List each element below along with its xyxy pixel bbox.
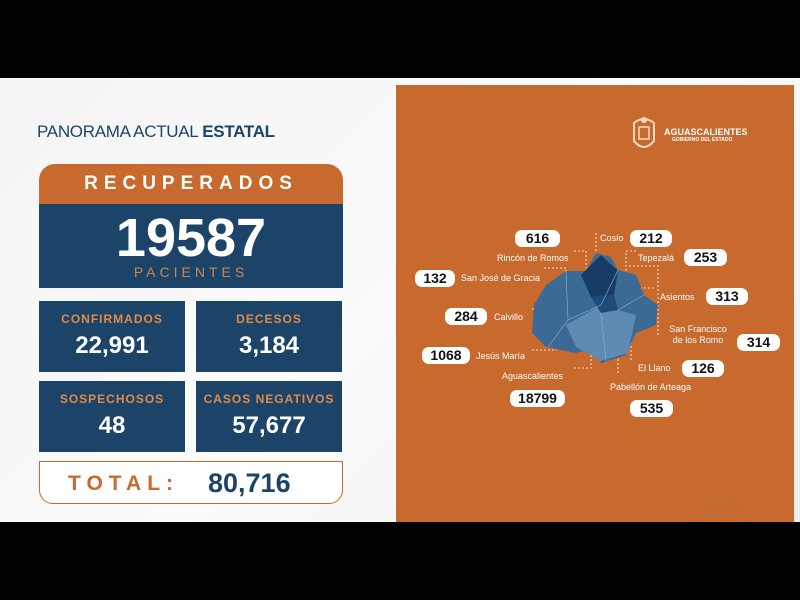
total-label: TOTAL: xyxy=(68,472,180,495)
stat-value: 57,677 xyxy=(232,412,306,439)
municipio-name: Pabellón de Arteaga xyxy=(610,382,692,392)
municipio-name: Jesús María xyxy=(476,351,526,361)
page-title: PANORAMA ACTUAL ESTATAL xyxy=(37,122,275,142)
municipio-value: 18799 xyxy=(510,390,565,407)
stat-label: SOSPECHOSOS xyxy=(59,392,165,406)
leader-lines xyxy=(532,233,659,373)
logo-subtitle: GOBIERNO DEL ESTADO xyxy=(672,137,733,143)
state-map xyxy=(532,233,659,373)
stat-sospechosos: SOSPECHOSOS 48 xyxy=(39,381,185,452)
logo-name: AGUASCALIENTES xyxy=(664,127,748,137)
municipio-value: 1068 xyxy=(422,347,470,364)
map-panel: AGUASCALIENTES GOBIERNO DEL ESTADO 616 Ri… xyxy=(396,85,794,522)
stat-casos-negativos: CASOS NEGATIVOS 57,677 xyxy=(196,381,342,452)
title-regular: PANORAMA ACTUAL xyxy=(37,122,203,141)
stat-decesos: DECESOS 3,184 xyxy=(196,301,342,372)
municipio-value: 126 xyxy=(682,360,724,377)
municipio-value: 284 xyxy=(445,308,487,325)
stat-label: CONFIRMADOS xyxy=(61,312,163,326)
stat-confirmados: CONFIRMADOS 22,991 xyxy=(39,301,185,372)
stat-label: DECESOS xyxy=(236,312,302,326)
municipio-name: San José de Gracia xyxy=(461,273,541,283)
municipio-value: 253 xyxy=(684,249,727,266)
municipio-value: 132 xyxy=(415,270,455,287)
municipio-name: Rincón de Romos xyxy=(497,253,569,263)
stat-value: 48 xyxy=(98,412,126,439)
municipio-name: San Francisco de los Romo xyxy=(669,324,727,345)
municipio-name: Cosío xyxy=(600,233,624,243)
recuperados-unit: PACIENTES xyxy=(133,264,249,280)
municipio-value: 314 xyxy=(737,334,780,351)
municipio-value: 616 xyxy=(515,230,560,247)
stat-value: 3,184 xyxy=(238,332,300,359)
recuperados-card: 19587 PACIENTES xyxy=(39,204,343,288)
total-box: TOTAL: 80,716 xyxy=(39,461,343,504)
title-bold: ESTATAL xyxy=(202,122,275,141)
municipio-name: Aguascalientes xyxy=(502,371,564,381)
recuperados-value: 19587 xyxy=(115,208,267,268)
municipio-value: 535 xyxy=(630,400,673,417)
page-indicator: 3/10 xyxy=(698,497,741,522)
municipio-name: Tepezalá xyxy=(638,253,675,263)
municipio-name: El Llano xyxy=(638,363,671,373)
municipio-value: 212 xyxy=(630,230,672,247)
municipio-name: Asientos xyxy=(660,292,695,302)
logo: AGUASCALIENTES GOBIERNO DEL ESTADO xyxy=(628,115,748,155)
recuperados-header: RECUPERADOS xyxy=(39,164,343,204)
coat-of-arms-icon xyxy=(633,117,655,148)
summary-panel: PANORAMA ACTUAL ESTATAL RECUPERADOS 1958… xyxy=(0,78,395,522)
municipio-name: Calvillo xyxy=(494,312,524,322)
municipio-value: 313 xyxy=(706,288,748,305)
stat-label: CASOS NEGATIVOS xyxy=(203,392,335,406)
slide: PANORAMA ACTUAL ESTATAL RECUPERADOS 1958… xyxy=(0,78,800,522)
stat-value: 22,991 xyxy=(75,332,149,359)
total-value: 80,716 xyxy=(208,468,291,498)
